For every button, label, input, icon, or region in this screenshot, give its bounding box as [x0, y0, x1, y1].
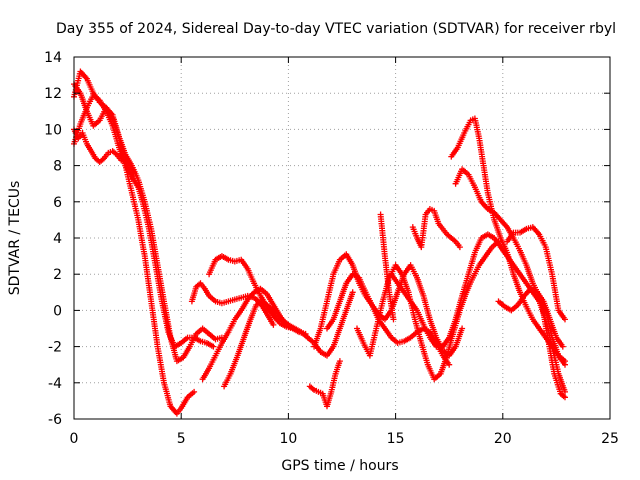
- y-tick-labels: -6 -4 -2 0 2 4 6 8 10 12 14: [44, 50, 62, 428]
- axis-ticks: [73, 56, 611, 420]
- series-arc-15: [409, 206, 463, 251]
- x-tick-label: 10: [279, 431, 297, 447]
- series-arc-13: [377, 211, 397, 323]
- series-arc-6: [206, 253, 309, 337]
- plus-markers: [71, 81, 225, 365]
- y-tick-label: 6: [53, 195, 62, 211]
- x-tick-label: 15: [387, 431, 405, 447]
- plus-markers: [306, 358, 343, 410]
- series-arc-1: [71, 92, 217, 350]
- series-arc-18: [495, 285, 566, 350]
- y-tick-label: -2: [48, 340, 62, 356]
- y-tick-label: 4: [53, 231, 62, 247]
- series-arc-19: [504, 224, 568, 323]
- x-tick-label: 20: [494, 431, 512, 447]
- plus-markers: [409, 206, 463, 251]
- plus-markers: [377, 211, 397, 323]
- y-tick-label: 2: [53, 267, 62, 283]
- series-arc-20: [538, 298, 568, 401]
- x-tick-label: 25: [601, 431, 619, 447]
- data-marks: [71, 68, 568, 417]
- x-tick-labels: 0 5 10 15 20 25: [70, 431, 619, 447]
- y-tick-label: -6: [48, 412, 62, 428]
- x-axis-label: GPS time / hours: [281, 458, 398, 474]
- plus-markers: [206, 253, 309, 337]
- chart-title: Day 355 of 2024, Sidereal Day-to-day VTE…: [56, 21, 616, 37]
- plus-markers: [71, 92, 217, 350]
- y-tick-label: 12: [44, 86, 62, 102]
- y-tick-label: 0: [53, 303, 62, 319]
- y-tick-label: -4: [48, 376, 62, 392]
- y-tick-label: 10: [44, 122, 62, 138]
- x-tick-label: 0: [70, 431, 79, 447]
- x-tick-label: 5: [177, 431, 186, 447]
- y-tick-label: 8: [53, 159, 62, 175]
- plus-markers: [495, 285, 566, 350]
- plus-markers: [538, 298, 568, 401]
- series-arc-10: [306, 358, 343, 410]
- y-tick-label: 14: [44, 50, 62, 66]
- y-axis-label: SDTVAR / TECUs: [7, 181, 23, 296]
- grid-lines: [74, 57, 610, 419]
- series-arc-3: [71, 81, 225, 365]
- plus-markers: [504, 224, 568, 323]
